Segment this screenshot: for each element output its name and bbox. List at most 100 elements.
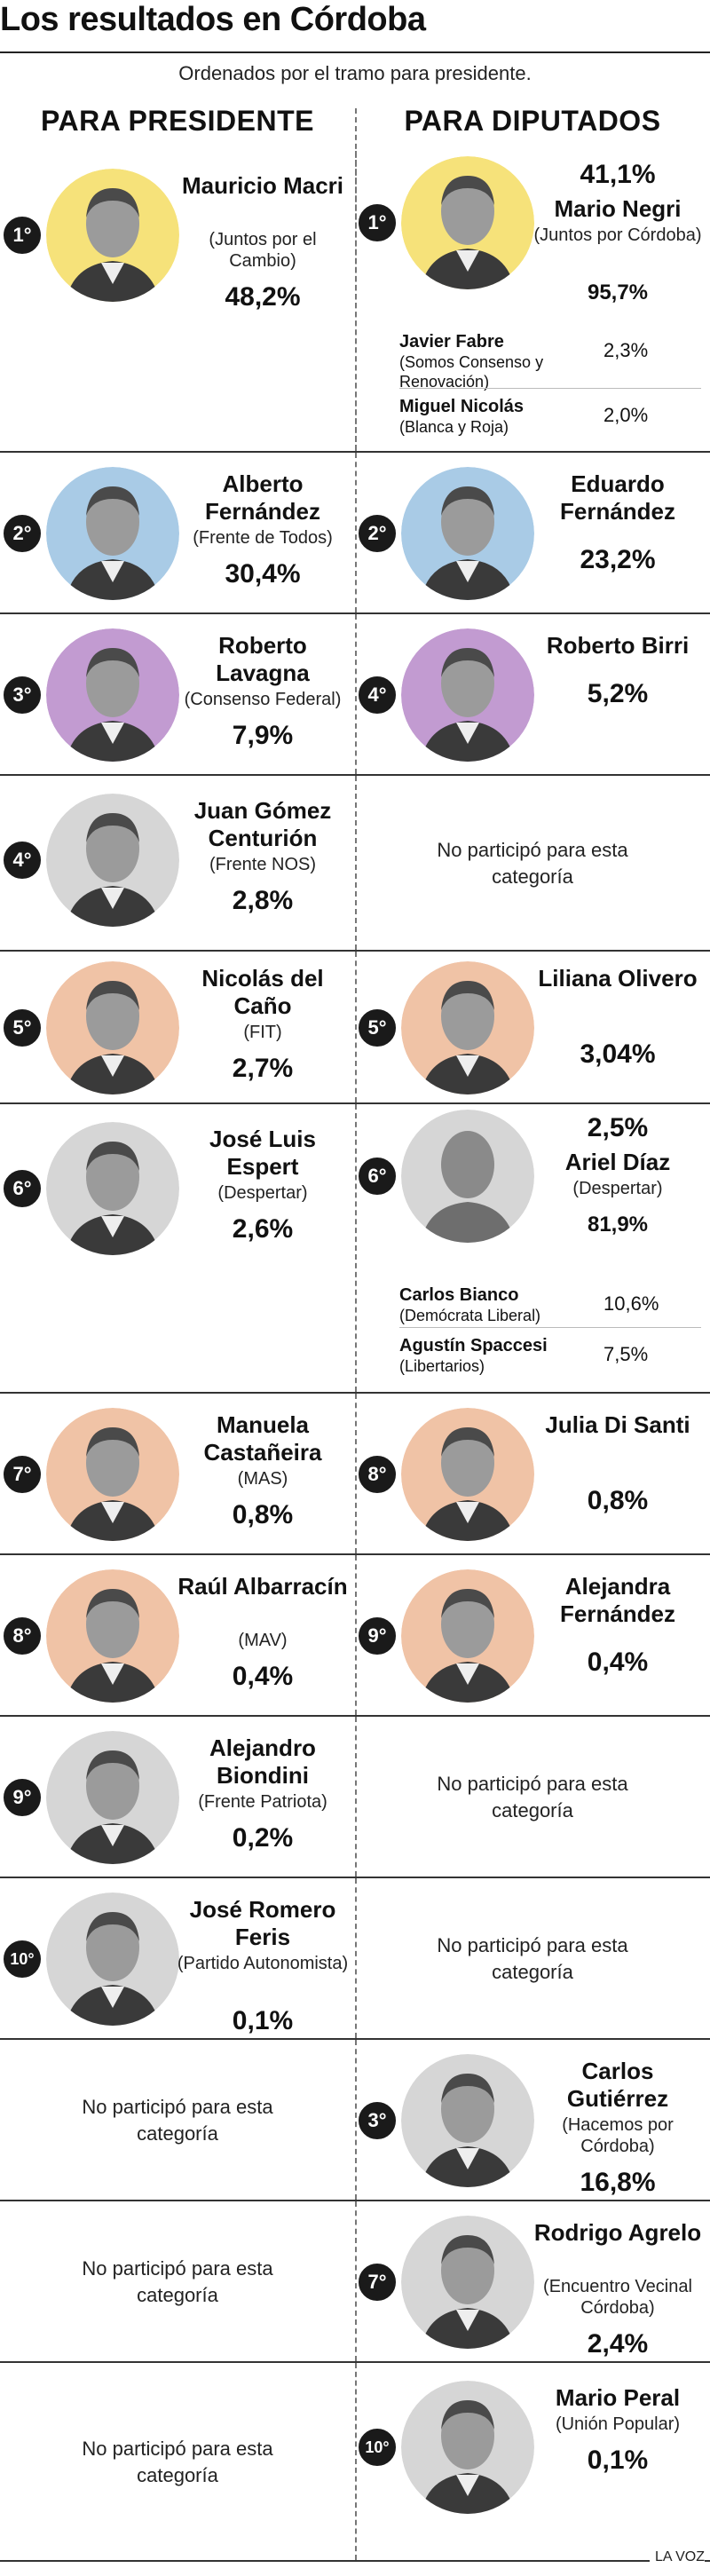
other-candidate-percentage: 2,0% xyxy=(604,404,649,426)
candidate-portrait xyxy=(401,467,534,600)
position-badge: 9° xyxy=(2,1777,43,1818)
other-candidate-name: Carlos Bianco xyxy=(399,1285,519,1305)
candidate-portrait xyxy=(401,2054,534,2187)
president-cell: No participó para esta categoría xyxy=(0,2201,355,2361)
vote-percentage: 2,7% xyxy=(232,1054,294,1083)
position-badge: 4° xyxy=(357,675,398,715)
candidate-party: (Partido Autonomista) xyxy=(177,1954,349,1973)
position-badge: 2° xyxy=(357,513,398,554)
position-badge: 2° xyxy=(2,513,43,554)
silhouette-portrait xyxy=(401,1110,534,1243)
other-candidate-party: (Demócrata Liberal) xyxy=(399,1307,541,1324)
position-badge: 8° xyxy=(2,1616,43,1656)
deputies-cell: No participó para esta categoría xyxy=(355,776,710,950)
position-badge: 5° xyxy=(357,1007,398,1048)
vote-percentage: 2,4% xyxy=(587,2329,649,2359)
other-candidate-party: (Blanca y Roja) xyxy=(399,418,509,436)
candidate-portrait xyxy=(401,1408,534,1541)
president-cell: 10° José Romero Feris (Partido Autonomista… xyxy=(0,1878,355,2038)
result-row: 8° Raúl Albarracín (MAV) 0,4% 9° Alejandra Fe… xyxy=(0,1553,710,1715)
candidate-portrait xyxy=(46,1408,179,1541)
candidate-party: (Frente NOS) xyxy=(209,855,317,874)
other-candidate-percentage: 2,3% xyxy=(604,339,649,361)
column-divider xyxy=(355,1104,357,1392)
position-badge: 4° xyxy=(2,840,43,881)
title-rule xyxy=(0,51,710,53)
candidate-portrait xyxy=(401,156,534,289)
list-percentage: 81,9% xyxy=(587,1213,649,1237)
header-deputies: PARA DIPUTADOS xyxy=(404,105,661,137)
candidate-party: (Hacemos por Córdoba) xyxy=(562,2115,674,2156)
other-list-entry: Miguel Nicolás (Blanca y Roja) 2,0% xyxy=(399,388,701,446)
list-percentage: 95,7% xyxy=(587,281,649,304)
result-row: 5° Nicolás del Caño (FIT) 2,7% 5° Liliana Oli… xyxy=(0,950,710,1102)
position-badge: 6° xyxy=(357,1156,398,1197)
candidate-name: Liliana Olivero xyxy=(538,965,698,992)
position-badge: 1° xyxy=(357,202,398,243)
other-candidate-percentage: 10,6% xyxy=(604,1292,659,1315)
candidate-portrait xyxy=(46,1892,179,2026)
president-cell: 3° Roberto Lavagna (Consenso Federal) 7,9% xyxy=(0,614,355,774)
vote-percentage: 30,4% xyxy=(225,559,301,589)
candidate-name: Nicolás del Caño xyxy=(201,965,324,1019)
page-title: Los resultados en Córdoba xyxy=(0,1,426,38)
position-badge: 6° xyxy=(2,1168,43,1209)
vote-percentage: 0,8% xyxy=(587,1486,649,1515)
president-cell: 8° Raúl Albarracín (MAV) 0,4% xyxy=(0,1555,355,1715)
result-row: 6° José Luis Espert (Despertar) 2,6% 6° 2,5% A… xyxy=(0,1102,710,1392)
deputies-cell: No participó para esta categoría xyxy=(355,1878,710,2038)
deputies-cell: 9° Alejandra Fernández 0,4% xyxy=(355,1555,710,1715)
deputies-cell: 6° 2,5% Ariel Díaz (Despertar) 81,9% Carlos B… xyxy=(355,1104,710,1392)
candidate-name: Roberto Lavagna xyxy=(216,632,310,686)
other-list-entry: Agustín Spaccesi (Libertarios) 7,5% xyxy=(399,1327,701,1386)
candidate-portrait xyxy=(46,1731,179,1864)
candidate-name: Mauricio Macri xyxy=(181,172,344,199)
position-badge: 8° xyxy=(357,1454,398,1495)
candidate-party: (Despertar) xyxy=(572,1179,663,1198)
column-divider xyxy=(355,151,357,451)
not-participated-note: No participó para esta categoría xyxy=(82,2257,273,2306)
vote-percentage: 0,8% xyxy=(232,1500,294,1529)
header-president: PARA PRESIDENTE xyxy=(41,105,314,137)
candidate-portrait xyxy=(46,467,179,600)
other-candidate-party: (Somos Consenso y Renovación) xyxy=(399,353,544,391)
candidate-name: Eduardo Fernández xyxy=(559,470,676,525)
candidate-party: (Unión Popular) xyxy=(555,2414,681,2434)
candidate-name: Manuela Castañeira xyxy=(203,1411,322,1466)
candidate-portrait xyxy=(46,1122,179,1255)
president-cell: 6° José Luis Espert (Despertar) 2,6% xyxy=(0,1104,355,1392)
president-cell: No participó para esta categoría xyxy=(0,2040,355,2200)
vote-percentage: 5,2% xyxy=(587,679,649,708)
president-cell: 4° Juan Gómez Centurión (Frente NOS) 2,8% xyxy=(0,776,355,950)
column-divider xyxy=(355,614,357,774)
president-cell: 2° Alberto Fernández (Frente de Todos) 30,4… xyxy=(0,453,355,612)
president-cell: 9° Alejandro Biondini (Frente Patriota) 0,2… xyxy=(0,1717,355,1877)
not-participated-note: No participó para esta categoría xyxy=(437,1934,628,1983)
vote-percentage: 0,1% xyxy=(232,2006,294,2035)
column-divider xyxy=(355,776,357,950)
position-badge: 5° xyxy=(2,1007,43,1048)
candidate-party: (FIT) xyxy=(243,1023,282,1042)
deputies-cell: 8° Julia Di Santi 0,8% xyxy=(355,1394,710,1553)
vote-percentage: 0,1% xyxy=(587,2446,649,2475)
candidate-name: Alejandro Biondini xyxy=(209,1734,316,1789)
candidate-name: Mario Peral xyxy=(555,2384,681,2411)
candidate-portrait xyxy=(46,169,179,302)
president-cell: 7° Manuela Castañeira (MAS) 0,8% xyxy=(0,1394,355,1553)
candidate-portrait xyxy=(401,2381,534,2514)
candidate-portrait xyxy=(401,1569,534,1703)
result-row: No participó para esta categoría 10° Mario… xyxy=(0,2361,710,2560)
result-row: 1° Mauricio Macri (Juntos por el Cambio) 48… xyxy=(0,151,710,451)
vote-percentage: 16,8% xyxy=(580,2168,656,2197)
not-participated-note: No participó para esta categoría xyxy=(437,1773,628,1821)
column-divider xyxy=(355,952,357,1102)
deputies-cell: 1° 41,1% Mario Negri (Juntos por Córdoba) 95… xyxy=(355,151,710,451)
deputies-cell: 4° Roberto Birri 5,2% xyxy=(355,614,710,774)
deputies-cell: 7° Rodrigo Agrelo (Encuentro Vecinal Córdo… xyxy=(355,2201,710,2361)
deputies-cell: 5° Liliana Olivero 3,04% xyxy=(355,952,710,1102)
other-candidate-name: Javier Fabre xyxy=(399,332,504,352)
credit: LA VOZ xyxy=(649,2549,705,2565)
vote-percentage: 0,4% xyxy=(232,1662,294,1691)
result-row: 7° Manuela Castañeira (MAS) 0,8% 8° Julia Di … xyxy=(0,1392,710,1553)
candidate-name: Roberto Birri xyxy=(546,632,690,659)
